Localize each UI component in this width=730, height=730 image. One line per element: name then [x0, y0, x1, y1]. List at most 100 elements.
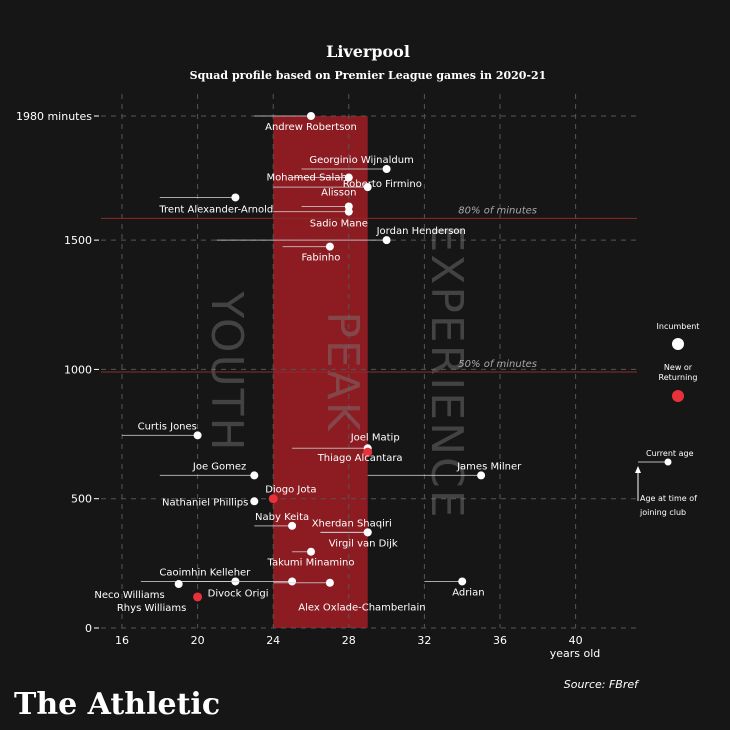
- player-trent-alexander-arnold: Trent Alexander-Arnold: [158, 193, 273, 215]
- player-label: Jordan Henderson: [376, 226, 466, 237]
- y-tick-label: 500: [71, 493, 92, 506]
- player-label: Joe Gomez: [192, 461, 246, 472]
- reference-line-label: 50% of minutes: [458, 359, 537, 370]
- x-tick-label: 20: [191, 634, 205, 647]
- player-dot: [288, 577, 297, 586]
- player-dot: [477, 471, 486, 480]
- player-dot: [325, 242, 334, 251]
- player-label: Divock Origi: [208, 588, 269, 599]
- player-caoimhin-kelleher: Caoimhin Kelleher: [140, 567, 251, 586]
- player-label: Alisson: [321, 188, 356, 199]
- legend-current-age-dot: [664, 458, 672, 466]
- player-dot: [268, 494, 278, 504]
- legend-arrow-head: [635, 466, 641, 473]
- x-tick-label: 32: [417, 634, 431, 647]
- player-dot: [325, 578, 334, 587]
- legend-new-dot: [672, 390, 684, 402]
- player-label: Thiago Alcantara: [317, 453, 403, 464]
- player-dot: [363, 528, 372, 537]
- player-dot: [382, 165, 391, 174]
- player-dot: [250, 471, 259, 480]
- legend-joined-label-2: joining club: [639, 508, 686, 517]
- player-dot: [174, 580, 183, 589]
- player-dot: [193, 431, 202, 440]
- player-divock-origi: Divock Origi: [178, 577, 297, 599]
- x-tick-label: 24: [266, 634, 280, 647]
- x-tick-label: 36: [493, 634, 507, 647]
- player-adrian: Adrian: [424, 577, 485, 598]
- player-label: Trent Alexander-Arnold: [158, 204, 273, 215]
- player-dot: [363, 183, 372, 192]
- player-points: Andrew Robertson Georginio Wijnaldum Moham…: [94, 112, 522, 614]
- player-dot: [288, 521, 297, 530]
- player-label: Adrian: [452, 587, 484, 598]
- legend-new-label-2: Returning: [659, 373, 698, 382]
- player-sadio-mane: Sadio Mane: [273, 207, 368, 230]
- player-dot: [250, 497, 259, 506]
- player-label: Andrew Robertson: [265, 122, 357, 133]
- player-label: Nathaniel Phillips: [162, 497, 248, 508]
- player-label: Joel Matip: [350, 432, 400, 443]
- player-roberto-firmino: Roberto Firmino: [273, 179, 422, 192]
- player-label: Rhys Williams: [117, 603, 186, 614]
- player-label: Georginio Wijnaldum: [309, 155, 413, 166]
- player-label: Xherdan Shaqiri: [312, 518, 392, 529]
- y-tick-label: 1000: [64, 363, 92, 376]
- player-label: Naby Keita: [255, 512, 309, 523]
- x-tick-label: 16: [115, 634, 129, 647]
- player-jordan-henderson: Jordan Henderson: [216, 226, 466, 245]
- player-dot: [307, 112, 315, 120]
- player-naby-keita: Naby Keita: [254, 512, 309, 530]
- player-label: Virgil van Dijk: [329, 538, 398, 549]
- brand-logo: The Athletic: [14, 687, 220, 722]
- x-tick-label: 40: [569, 634, 583, 647]
- player-dot: [382, 236, 391, 245]
- legend-incumbent-dot: [672, 338, 684, 350]
- player-rhys-williams: Rhys Williams: [117, 592, 203, 614]
- player-thiago-alcantara: Thiago Alcantara: [317, 447, 403, 464]
- player-label: Diogo Jota: [265, 485, 316, 496]
- player-dot: [231, 193, 240, 202]
- player-diogo-jota: Diogo Jota: [265, 485, 317, 504]
- legend-joined-label-1: Age at time of: [640, 494, 697, 503]
- y-tick-label: 0: [85, 622, 92, 635]
- player-label: James Milner: [456, 461, 522, 472]
- player-neco-williams: Neco Williams: [94, 580, 183, 601]
- player-joe-gomez: Joe Gomez: [159, 461, 259, 480]
- reference-line-label: 80% of minutes: [458, 205, 537, 216]
- player-label: Roberto Firmino: [343, 179, 422, 190]
- player-label: Curtis Jones: [138, 421, 197, 432]
- y-tick-label: 1500: [64, 234, 92, 247]
- player-fabinho: Fabinho: [282, 242, 340, 264]
- player-label: Mohamed Salah: [266, 173, 346, 184]
- x-axis-label: years old: [550, 647, 601, 660]
- player-virgil-van-dijk: Virgil van Dijk: [320, 528, 398, 549]
- x-tick-label: 28: [342, 634, 356, 647]
- player-dot: [458, 577, 467, 586]
- chart-title: Liverpool: [326, 42, 410, 61]
- player-curtis-jones: Curtis Jones: [122, 421, 202, 440]
- player-dot: [307, 547, 315, 556]
- legend: Incumbent New or Returning Current age A…: [635, 322, 699, 517]
- player-label: Neco Williams: [94, 590, 164, 601]
- gridlines: [101, 94, 637, 629]
- player-nathaniel-phillips: Nathaniel Phillips: [162, 497, 259, 508]
- player-dot: [363, 447, 373, 457]
- source-note: Source: FBref: [564, 678, 640, 691]
- player-dot: [344, 173, 353, 182]
- reference-lines: 80% of minutes 50% of minutes: [101, 205, 637, 373]
- player-alex-oxlade-chamberlain: Alex Oxlade-Chamberlain: [273, 578, 426, 614]
- player-label: Alex Oxlade-Chamberlain: [298, 603, 425, 614]
- legend-current-age-label: Current age: [646, 449, 694, 458]
- player-label: Fabinho: [301, 253, 340, 264]
- chart-subtitle: Squad profile based on Premier League ga…: [190, 69, 547, 82]
- player-dot: [344, 207, 353, 216]
- player-mohamed-salah: Mohamed Salah: [266, 173, 353, 184]
- legend-new-label-1: New or: [664, 363, 693, 372]
- player-georginio-wijnaldum: Georginio Wijnaldum: [301, 155, 414, 174]
- legend-incumbent-label: Incumbent: [657, 322, 700, 331]
- player-james-milner: James Milner: [367, 461, 522, 480]
- player-dot: [193, 592, 203, 602]
- y-tick-label: 1980 minutes: [16, 110, 92, 123]
